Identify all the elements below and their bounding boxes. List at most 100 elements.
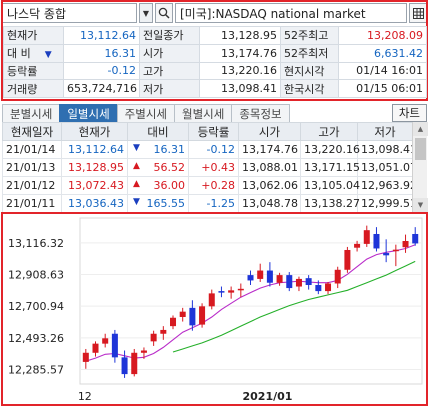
tab-1[interactable]: 일별시세	[59, 104, 118, 122]
daily-price-table: 현재일자 현재가 대비 등락률 시가 고가 저가 21/01/14 13,112.64 ▼ 16.…	[2, 122, 417, 213]
candle-body	[354, 243, 361, 248]
search-button[interactable]	[155, 3, 173, 23]
candle-body	[257, 270, 264, 279]
tab-0[interactable]: 분별시세	[2, 104, 61, 122]
chart-highlight-frame	[1, 212, 428, 406]
cell-pct: -0.12	[188, 140, 239, 159]
quote-value: 01/14 16:01	[338, 61, 427, 81]
table-row[interactable]: 21/01/13 13,128.95 ▲ 56.52 +0.43 13,088.01 13,…	[2, 158, 417, 177]
cell-open: 13,062.06	[238, 176, 301, 195]
down-arrow-icon: ▼	[133, 143, 140, 153]
quote-label: 대 비 ▼	[3, 43, 64, 63]
quote-value: 13,112.64	[63, 26, 140, 45]
candle-body	[208, 293, 215, 307]
cell-change: ▲ 36.00	[127, 176, 189, 195]
cell-date: 21/01/11	[2, 194, 62, 213]
quote-value: 13,220.16	[199, 61, 281, 81]
cell-close: 13,128.95	[61, 158, 128, 177]
chevron-down-icon: ▼	[142, 8, 150, 18]
table-row[interactable]: 21/01/11 13,036.43 ▼ 165.55 -1.25 13,048.78 13…	[2, 194, 417, 213]
x-tick-label: 12	[78, 390, 92, 403]
cell-open: 13,088.01	[238, 158, 301, 177]
symbol-input[interactable]: 나스닥 종합	[2, 3, 137, 23]
column-header[interactable]: 저가	[357, 122, 413, 141]
cell-date: 21/01/14	[2, 140, 62, 159]
candle-body	[131, 352, 138, 375]
quote-value: 01/15 06:01	[338, 79, 427, 98]
tab-3[interactable]: 월별시세	[173, 104, 233, 122]
cell-open: 13,174.76	[238, 140, 301, 159]
quote-label: 현지시각	[280, 61, 339, 81]
symbol-bar: 나스닥 종합 ▼ [미국]:NASDAQ national market	[2, 2, 427, 24]
quote-table: 현재가 13,112.64 전일종가 13,128.95 52주최고 13,208.09 대…	[3, 26, 427, 98]
candle-body	[325, 283, 332, 292]
column-header[interactable]: 현재일자	[2, 122, 62, 141]
cell-low: 13,098.41	[357, 140, 417, 159]
cell-change: ▲ 56.52	[127, 158, 189, 177]
quote-value: 653,724,716	[63, 79, 140, 98]
quote-value: 13,208.09	[338, 26, 427, 45]
moving-average-short	[85, 244, 416, 362]
column-header[interactable]: 등락률	[188, 122, 239, 141]
quote-value: 13,098.41	[199, 79, 281, 98]
table-row[interactable]: 21/01/12 13,072.43 ▲ 36.00 +0.28 13,062.06 13,…	[2, 176, 417, 195]
chart-button[interactable]: 차트	[391, 104, 427, 122]
table-row[interactable]: 21/01/14 13,112.64 ▼ 16.31 -0.12 13,174.76 13,…	[2, 140, 417, 159]
scroll-down-icon[interactable]: ▼	[413, 198, 428, 212]
scroll-up-icon[interactable]: ▲	[413, 122, 428, 136]
cell-pct: -1.25	[188, 194, 239, 213]
candle-body	[392, 249, 399, 252]
quote-label: 52주최고	[280, 26, 339, 45]
quote-label: 등락률	[3, 61, 64, 81]
candle-body	[295, 278, 302, 287]
candle-body	[402, 240, 409, 248]
candle-body	[189, 307, 196, 326]
cell-close: 13,036.43	[61, 194, 128, 213]
candle-body	[92, 343, 99, 353]
cell-date: 21/01/13	[2, 158, 62, 177]
daily-table-scrollbar[interactable]: ▲ ▼	[412, 122, 428, 212]
up-arrow-icon: ▲	[133, 179, 140, 189]
cell-open: 13,048.78	[238, 194, 301, 213]
quote-row: 거래량 653,724,716 저가 13,098.41 한국시각 01/15 06:01	[3, 79, 427, 98]
cell-high: 13,171.15	[300, 158, 360, 177]
candle-body	[266, 270, 273, 283]
candle-body	[150, 333, 157, 342]
quote-row: 대 비 ▼ 16.31 시가 13,174.76 52주최저 6,631.42	[3, 43, 427, 63]
scroll-thumb[interactable]	[415, 138, 426, 160]
tab-2[interactable]: 주별시세	[116, 104, 175, 122]
column-header[interactable]: 현재가	[61, 122, 128, 141]
quote-label: 52주최저	[280, 43, 339, 63]
candle-body	[412, 233, 419, 244]
cell-low: 12,963.92	[357, 176, 417, 195]
quote-row: 등락률 -0.12 고가 13,220.16 현지시각 01/14 16:01	[3, 61, 427, 81]
candlestick-chart[interactable]: 13,116.32 12,908.63 12,700.94 12,493.26 12,2…	[2, 214, 426, 404]
symbol-dropdown-button[interactable]: ▼	[139, 3, 153, 23]
up-arrow-icon: ▲	[133, 161, 140, 171]
cell-low: 12,999.51	[357, 194, 417, 213]
column-header[interactable]: 고가	[300, 122, 358, 141]
down-arrow-icon: ▼	[133, 197, 140, 207]
candle-body	[286, 275, 293, 289]
cell-change: ▼ 165.55	[127, 194, 189, 213]
candle-body	[160, 329, 167, 334]
candle-body	[344, 249, 351, 270]
column-header[interactable]: 대비	[127, 122, 189, 141]
quote-label: 고가	[139, 61, 200, 81]
candle-body	[363, 230, 370, 244]
y-tick-label: 12,493.26	[8, 332, 64, 345]
symbol-input-text: 나스닥 종합	[7, 6, 67, 21]
moving-average-long	[172, 260, 416, 353]
cell-close: 13,112.64	[61, 140, 128, 159]
x-tick-label: 2021/01	[243, 390, 293, 403]
candle-body	[383, 253, 390, 256]
quote-label: 한국시각	[280, 79, 339, 98]
quote-value: -0.12	[63, 61, 140, 81]
candle-body	[373, 233, 380, 249]
candle-body	[276, 275, 283, 283]
candle-body	[199, 306, 206, 325]
quote-value: 16.31	[63, 43, 140, 63]
candle-body	[305, 278, 312, 286]
tab-4[interactable]: 종목정보	[231, 104, 290, 122]
column-header[interactable]: 시가	[238, 122, 301, 141]
